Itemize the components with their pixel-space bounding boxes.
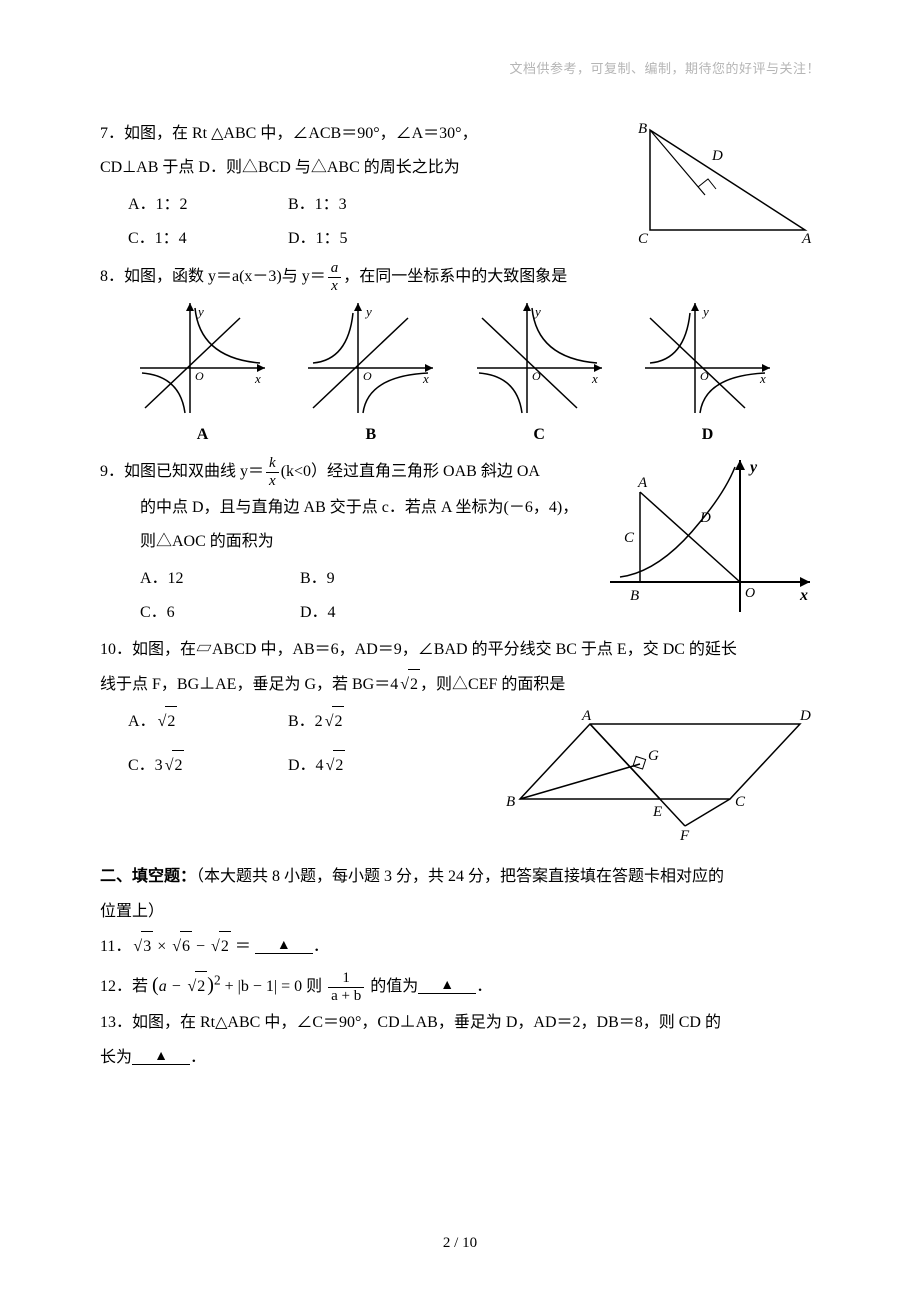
svg-text:O: O	[363, 369, 372, 383]
q10-figure: A D G B E C F	[500, 704, 820, 844]
blank-12: ▲	[418, 977, 476, 994]
document-body: 7．如图，在 Rt △ABC 中，∠ACB＝90°，∠A＝30°， CD⊥AB …	[100, 115, 820, 1073]
svg-text:A: A	[581, 708, 592, 724]
header-note: 文档供参考，可复制、编制，期待您的好评与关注！	[509, 58, 820, 77]
q8-graph-c: y x O C	[467, 298, 612, 450]
q8-graph-b: y x O B	[298, 298, 443, 450]
q8-suffix: ，在同一坐标系中的大致图象是	[343, 268, 567, 285]
q8-label-a: A	[130, 420, 275, 450]
q10-option-b: B．22	[288, 704, 448, 739]
q9-figure: y x O A D C B	[600, 452, 820, 622]
question-12: 12．若 (a − 2)2 + |b − 1| = 0 则 1a + b 的值为…	[100, 966, 820, 1004]
svg-text:y: y	[701, 304, 709, 319]
svg-text:x: x	[254, 371, 261, 386]
svg-text:D: D	[799, 708, 811, 724]
q8-graphs: y x O A y x O	[130, 298, 780, 450]
blank-13: ▲	[132, 1048, 190, 1065]
question-7: 7．如图，在 Rt △ABC 中，∠ACB＝90°，∠A＝30°， CD⊥AB …	[100, 115, 820, 257]
svg-text:x: x	[591, 371, 598, 386]
q9-option-b: B．9	[300, 562, 460, 596]
q7-option-b: B．1：3	[288, 188, 448, 222]
q8-label-b: B	[298, 420, 443, 450]
svg-text:B: B	[638, 121, 647, 137]
svg-text:O: O	[745, 586, 755, 601]
q8-graph-d: y x O D	[635, 298, 780, 450]
svg-text:A: A	[637, 475, 648, 491]
question-11: 11．3 × 6 − 2 ＝ ▲．	[100, 931, 820, 962]
q7-line1: 7．如图，在 Rt △ABC 中，∠ACB＝90°，∠A＝30°，	[100, 119, 630, 149]
svg-text:D: D	[711, 148, 723, 164]
svg-text:C: C	[624, 530, 635, 546]
q8-label-d: D	[635, 420, 780, 450]
svg-text:D: D	[699, 510, 711, 526]
q10-option-d: D．42	[288, 748, 448, 783]
q9-option-c: C．6	[140, 596, 300, 630]
question-13-l1: 13．如图，在 Rt△ABC 中，∠C＝90°，CD⊥AB，垂足为 D，AD＝2…	[100, 1008, 820, 1038]
q7-option-c: C．1：4	[128, 222, 288, 256]
q7-line2: CD⊥AB 于点 D．则△BCD 与△ABC 的周长之比为	[100, 153, 630, 183]
q10-option-a: A．2	[128, 704, 288, 739]
svg-text:F: F	[679, 828, 690, 844]
svg-text:C: C	[638, 231, 649, 245]
svg-text:E: E	[652, 804, 662, 820]
q8-prefix: 8．如图，函数 y＝a(x－3)与 y＝	[100, 268, 326, 285]
svg-text:x: x	[799, 587, 808, 604]
question-9: 9．如图已知双曲线 y＝kx(k<0）经过直角三角形 OAB 斜边 OA 的中点…	[100, 452, 820, 631]
svg-text:A: A	[801, 231, 812, 245]
svg-text:O: O	[195, 369, 204, 383]
q7-option-a: A．1：2	[128, 188, 288, 222]
svg-text:O: O	[700, 369, 709, 383]
svg-text:y: y	[748, 459, 758, 476]
question-8: 8．如图，函数 y＝a(x－3)与 y＝ax，在同一坐标系中的大致图象是	[100, 261, 820, 294]
svg-text:B: B	[506, 794, 515, 810]
svg-text:y: y	[533, 304, 541, 319]
blank-11: ▲	[255, 937, 313, 954]
svg-text:y: y	[196, 304, 204, 319]
svg-text:y: y	[364, 304, 372, 319]
page-number: 2 / 10	[0, 1235, 920, 1252]
section-2-heading-l2: 位置上）	[100, 897, 820, 927]
svg-text:B: B	[630, 588, 639, 604]
q9-option-a: A．12	[140, 562, 300, 596]
svg-text:C: C	[735, 794, 746, 810]
question-10: 10．如图，在▱ABCD 中，AB＝6，AD＝9，∠BAD 的平分线交 BC 于…	[100, 635, 820, 845]
q8-graph-a: y x O A	[130, 298, 275, 450]
q10-option-c: C．32	[128, 748, 288, 783]
q7-option-d: D．1：5	[288, 222, 448, 256]
q9-option-d: D．4	[300, 596, 460, 630]
q8-label-c: C	[467, 420, 612, 450]
question-13-l2: 长为▲．	[100, 1043, 820, 1073]
q7-figure: B D C A	[630, 115, 820, 245]
svg-text:G: G	[648, 748, 659, 764]
section-2-heading: 二、填空题：（本大题共 8 小题，每小题 3 分，共 24 分，把答案直接填在答…	[100, 862, 820, 892]
svg-text:O: O	[532, 369, 541, 383]
